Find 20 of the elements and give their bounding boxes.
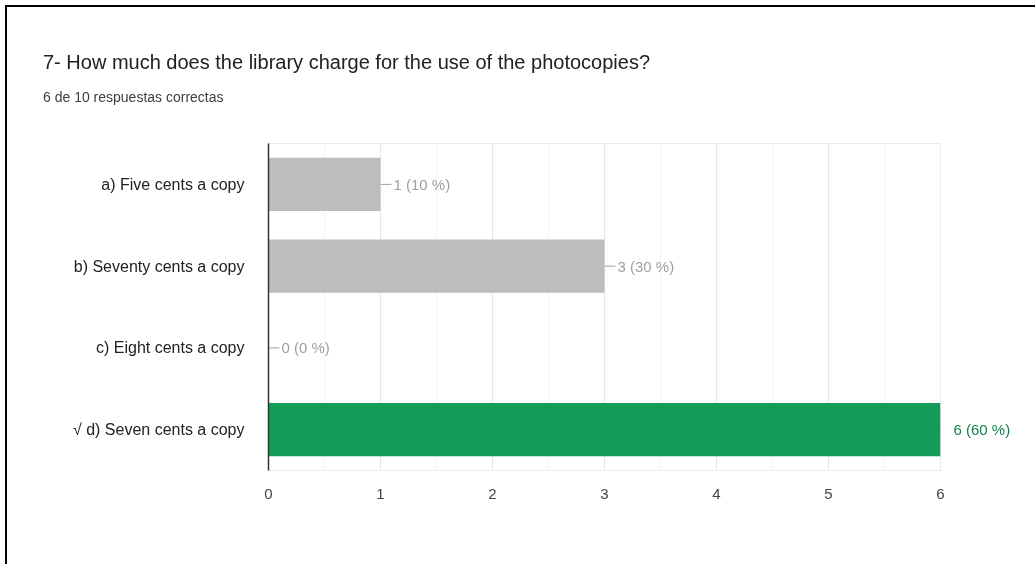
bar bbox=[268, 403, 941, 457]
y-tick-label: a) Five cents a copy bbox=[101, 175, 245, 193]
x-tick-label: 4 bbox=[712, 484, 721, 502]
x-tick-label: 0 bbox=[264, 484, 273, 502]
x-tick-label: 6 bbox=[936, 484, 945, 502]
chart-title: 7- How much does the library charge for the use of the photocopies? bbox=[43, 50, 651, 74]
x-tick-label: 1 bbox=[376, 484, 385, 502]
y-tick-label: √ d) Seven cents a copy bbox=[72, 421, 245, 439]
y-tick-label: b) Seventy cents a copy bbox=[73, 257, 245, 275]
y-tick-label: c) Eight cents a copy bbox=[95, 339, 245, 357]
bar bbox=[268, 239, 605, 293]
bar bbox=[268, 157, 381, 211]
text: 6 de 10 respuestas correctas bbox=[43, 89, 224, 106]
x-tick-label: 5 bbox=[824, 484, 833, 502]
data-label: 0 (0 %) bbox=[281, 339, 330, 357]
data-label: 1 (10 %) bbox=[393, 175, 451, 193]
data-label: 6 (60 %) bbox=[953, 421, 1011, 439]
x-tick-label: 3 bbox=[600, 484, 609, 502]
data-label: 3 (30 %) bbox=[617, 257, 675, 275]
x-tick-label: 2 bbox=[488, 484, 497, 502]
